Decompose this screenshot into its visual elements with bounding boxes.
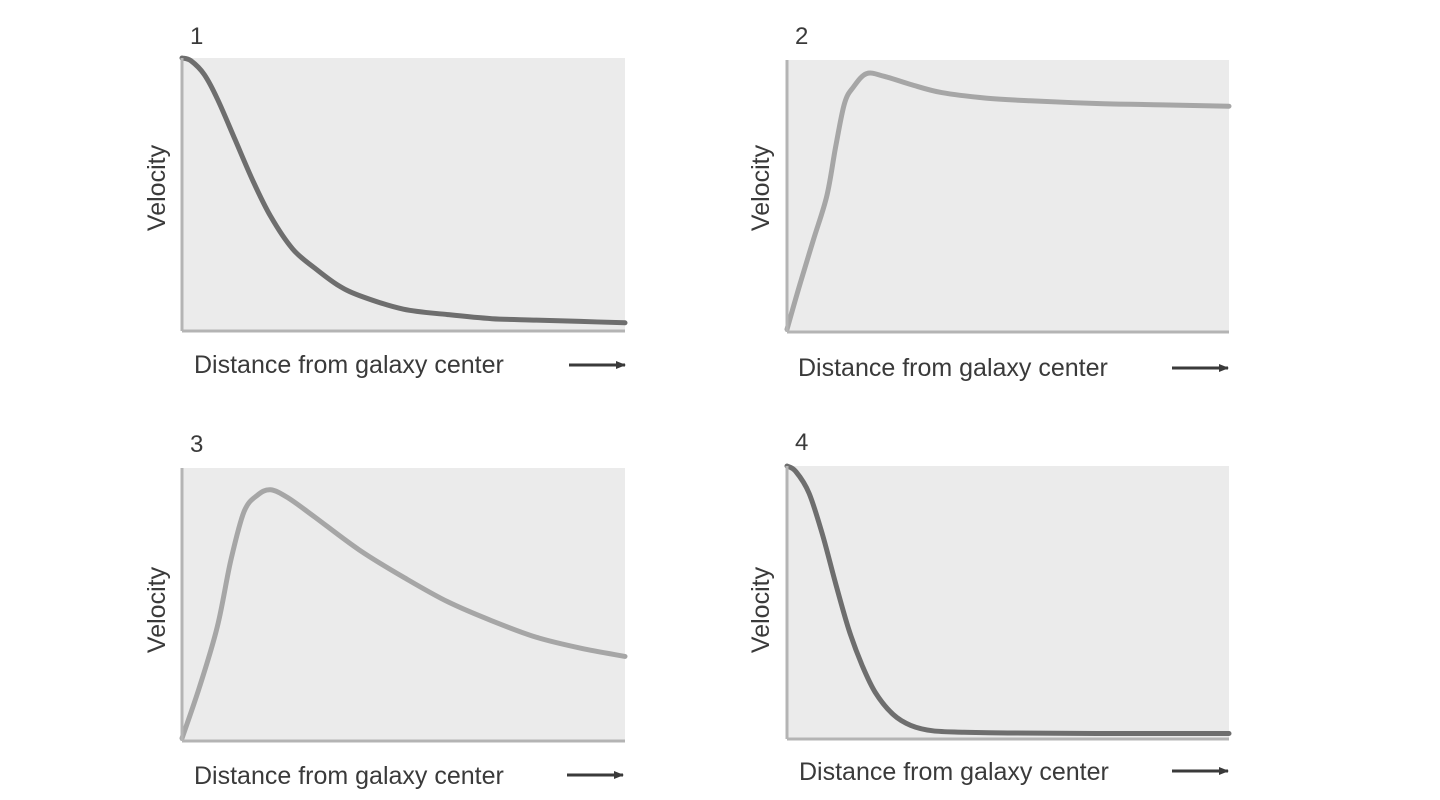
chart-panel-3: 3 Velocity Distance from galaxy center — [143, 431, 628, 790]
velocity-curve — [179, 487, 628, 741]
panel-number: 2 — [795, 23, 808, 50]
panel-number: 1 — [190, 23, 203, 50]
panel-number: 4 — [795, 429, 808, 456]
x-axis-label: Distance from galaxy center — [799, 758, 1109, 786]
panel-number: 3 — [190, 431, 203, 458]
plot-area — [787, 466, 1229, 739]
x-axis-label: Distance from galaxy center — [798, 354, 1108, 382]
chart-panel-1: 1 Velocity Distance from galaxy center — [143, 23, 628, 379]
y-axis-label: Velocity — [143, 566, 171, 653]
plot-area — [182, 468, 625, 741]
y-axis-label: Velocity — [143, 144, 171, 231]
chart-panel-2: 2 Velocity Distance from galaxy center — [747, 23, 1232, 382]
plot-area — [182, 58, 625, 331]
x-axis-label: Distance from galaxy center — [194, 762, 504, 790]
chart-panel-4: 4 Velocity Distance from galaxy center — [747, 429, 1232, 786]
velocity-curve — [784, 70, 1232, 332]
x-axis-label: Distance from galaxy center — [194, 351, 504, 379]
y-axis-label: Velocity — [747, 566, 775, 653]
velocity-curve — [784, 463, 1232, 737]
velocity-curve — [179, 55, 628, 326]
y-axis-label: Velocity — [747, 144, 775, 231]
